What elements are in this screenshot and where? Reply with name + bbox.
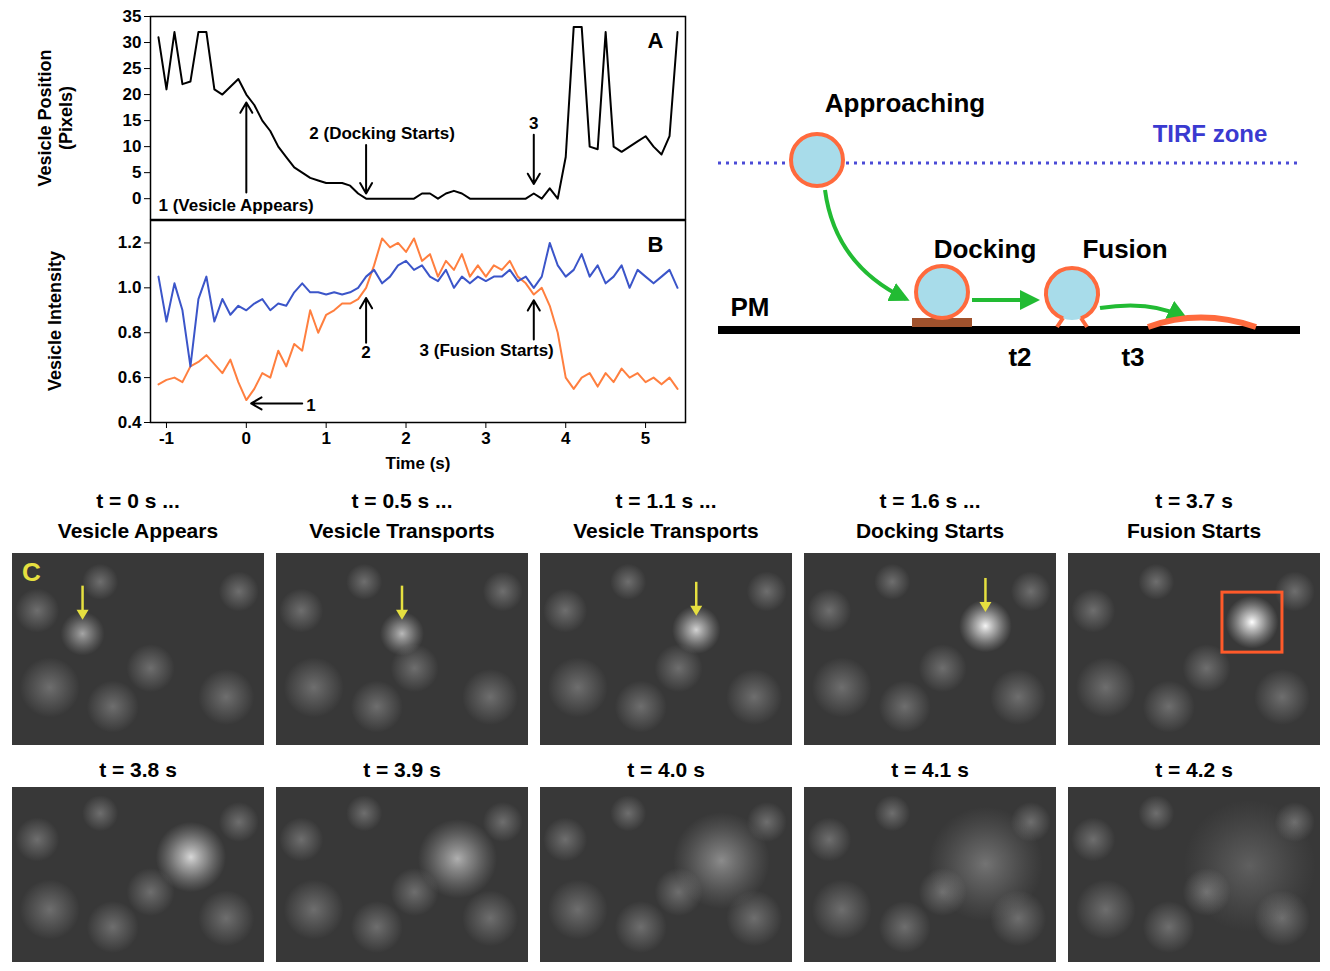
svg-text:Docking: Docking: [934, 234, 1037, 264]
svg-text:1.0: 1.0: [118, 278, 142, 297]
html-text:t = 1.1 s ...: t = 1.1 s ...: [615, 489, 717, 512]
svg-text:1: 1: [321, 429, 330, 448]
html-text:Fusion Starts: Fusion Starts: [1126, 519, 1262, 542]
svg-text:Fusion: Fusion: [1082, 234, 1167, 264]
svg-text:-1: -1: [159, 429, 174, 448]
svg-text:A: A: [648, 28, 664, 53]
svg-text:35: 35: [123, 8, 142, 26]
svg-text:2: 2: [361, 343, 370, 362]
svg-text:0: 0: [132, 189, 141, 208]
html-text:t = 3.8 s: t = 3.8 s: [99, 758, 177, 781]
svg-text:B: B: [648, 232, 664, 257]
svg-text:1: 1: [306, 396, 315, 415]
svg-text:20: 20: [123, 85, 142, 104]
svg-text:5: 5: [132, 163, 141, 182]
html-text:t = 3.9 s: t = 3.9 s: [363, 758, 441, 781]
svg-text:t3: t3: [1121, 342, 1144, 372]
svg-text:10: 10: [123, 137, 142, 156]
html-text:t = 1.6 s ...: t = 1.6 s ...: [879, 489, 981, 512]
svg-text:PM: PM: [731, 292, 770, 322]
svg-text:0.6: 0.6: [118, 368, 142, 387]
html-text:t = 4.2 s: t = 4.2 s: [1155, 758, 1233, 781]
html-text:t = 3.7 s: t = 3.7 s: [1155, 489, 1233, 512]
html-text:t = 4.1 s: t = 4.1 s: [891, 758, 969, 781]
svg-text:3: 3: [529, 114, 538, 133]
svg-text:5: 5: [641, 429, 650, 448]
html-text:Vesicle Position (Pixels): Vesicle Position (Pixels): [34, 49, 75, 186]
svg-text:3: 3: [481, 429, 490, 448]
svg-text:0.8: 0.8: [118, 323, 142, 342]
svg-text:2 (Docking Starts): 2 (Docking Starts): [309, 124, 454, 143]
html-text:Vesicle Appears: Vesicle Appears: [57, 519, 219, 542]
svg-text:Approaching: Approaching: [825, 88, 985, 118]
html-text:Vesicle Transports: Vesicle Transports: [309, 519, 495, 542]
svg-text:25: 25: [123, 59, 142, 78]
html-text:t = 0 s ...: t = 0 s ...: [96, 489, 180, 512]
html-text:Docking Starts: Docking Starts: [855, 519, 1005, 542]
svg-text:4: 4: [561, 429, 571, 448]
svg-text:1 (Vesicle Appears): 1 (Vesicle Appears): [158, 196, 313, 215]
svg-text:0: 0: [242, 429, 251, 448]
html-text:Vesicle Transports: Vesicle Transports: [573, 519, 759, 542]
svg-text:30: 30: [123, 33, 142, 52]
svg-text:C: C: [22, 557, 41, 587]
svg-text:2: 2: [401, 429, 410, 448]
svg-text:0.4: 0.4: [118, 413, 142, 432]
svg-text:3 (Fusion Starts): 3 (Fusion Starts): [420, 341, 554, 360]
html-text:Vesicle Intensity: Vesicle Intensity: [44, 251, 65, 391]
html-text:t = 4.0 s: t = 4.0 s: [627, 758, 705, 781]
html-text:t = 0.5 s ...: t = 0.5 s ...: [351, 489, 453, 512]
svg-text:t2: t2: [1008, 342, 1031, 372]
svg-text:1.2: 1.2: [118, 233, 142, 252]
svg-text:15: 15: [123, 111, 142, 130]
svg-text:TIRF zone: TIRF zone: [1153, 120, 1268, 147]
svg-text:Time (s): Time (s): [386, 454, 451, 473]
